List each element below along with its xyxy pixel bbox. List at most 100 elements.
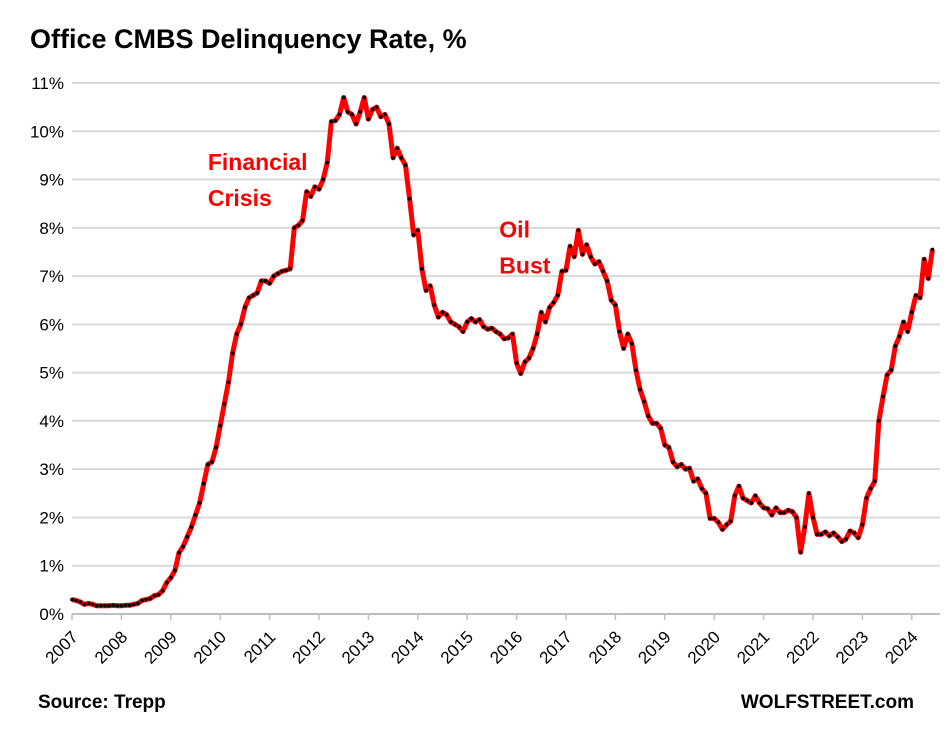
data-point	[74, 598, 79, 603]
data-point	[312, 184, 317, 189]
data-point	[391, 155, 395, 160]
data-point	[119, 603, 124, 608]
y-tick-label: 0%	[39, 605, 64, 624]
data-point	[440, 310, 445, 315]
data-point	[872, 479, 877, 484]
data-point	[662, 443, 667, 447]
data-point	[761, 505, 766, 510]
data-point	[189, 525, 194, 530]
data-point	[650, 421, 655, 426]
data-point	[819, 532, 824, 537]
x-tick-label: 2017	[536, 627, 576, 667]
data-point	[477, 317, 482, 322]
data-point	[576, 228, 581, 233]
data-point	[280, 269, 284, 274]
y-tick-label: 6%	[39, 315, 64, 334]
x-tick-label: 2010	[190, 627, 230, 667]
brand-label: WOLFSTREET.com	[740, 692, 914, 713]
data-point	[522, 360, 527, 364]
data-point	[806, 491, 811, 496]
data-point	[399, 155, 404, 160]
y-tick-label: 2%	[39, 508, 64, 527]
data-point	[345, 110, 350, 114]
data-point	[296, 223, 301, 228]
data-point	[382, 112, 387, 117]
data-point	[374, 105, 379, 110]
data-point	[679, 462, 684, 467]
data-point	[152, 593, 157, 598]
data-point	[395, 146, 400, 151]
data-point	[876, 419, 881, 423]
data-point	[749, 501, 754, 505]
data-point	[115, 603, 120, 608]
data-point	[621, 346, 626, 351]
data-point	[432, 303, 437, 307]
data-point	[325, 160, 330, 165]
data-point	[510, 332, 515, 336]
data-point	[378, 114, 383, 119]
data-point	[815, 532, 820, 537]
annotation-label: Bust	[499, 252, 550, 278]
data-point	[321, 177, 326, 182]
data-point	[160, 588, 165, 593]
data-point	[605, 279, 610, 283]
data-point	[292, 225, 297, 230]
data-point	[103, 603, 107, 608]
data-point	[98, 603, 103, 608]
data-point	[177, 550, 181, 555]
data-point	[354, 122, 358, 126]
x-tick-label: 2013	[338, 627, 378, 667]
y-tick-label: 7%	[39, 267, 64, 286]
data-point	[148, 596, 153, 601]
y-axis-tick-labels: 0% 1% 2% 3% 4% 5% 6% 7% 8% 9% 10% 11%	[30, 74, 64, 624]
data-point	[415, 228, 420, 233]
data-point	[226, 380, 231, 385]
data-point	[864, 496, 869, 501]
x-tick-label: 2023	[832, 627, 872, 667]
data-point	[465, 320, 470, 324]
data-point	[728, 519, 733, 524]
data-point	[584, 242, 589, 247]
data-point	[922, 257, 927, 262]
data-point	[646, 414, 651, 418]
data-point	[337, 112, 342, 117]
x-tick-label: 2014	[387, 627, 427, 667]
data-point	[140, 598, 144, 603]
data-point	[448, 320, 453, 324]
data-point	[901, 320, 906, 324]
data-point	[860, 522, 865, 527]
data-point	[111, 603, 116, 608]
data-point	[811, 515, 815, 520]
data-point	[765, 506, 770, 511]
y-tick-label: 1%	[39, 557, 64, 576]
data-point	[275, 271, 280, 276]
data-point	[823, 530, 828, 534]
data-point	[914, 293, 918, 298]
data-point	[506, 335, 511, 340]
data-point	[403, 163, 408, 167]
data-point	[123, 603, 128, 608]
x-tick-label: 2021	[733, 627, 773, 667]
annotation-label: Financial	[208, 149, 308, 175]
data-point	[436, 315, 441, 320]
data-point	[716, 520, 721, 525]
data-point	[490, 326, 494, 331]
data-point	[539, 310, 544, 315]
data-point	[930, 247, 935, 252]
data-point	[732, 493, 737, 498]
data-point	[654, 421, 659, 426]
source-note: Source: Trepp	[38, 692, 166, 713]
data-point	[559, 269, 564, 274]
data-point	[531, 346, 535, 351]
data-point	[564, 268, 568, 273]
x-tick-label: 2016	[486, 627, 526, 667]
data-point	[70, 597, 74, 602]
data-point	[181, 544, 186, 549]
data-point	[786, 508, 791, 513]
data-point	[156, 592, 161, 597]
data-point	[724, 522, 729, 527]
data-point	[304, 189, 309, 194]
data-point	[284, 268, 288, 273]
data-point	[201, 481, 206, 486]
data-point	[263, 279, 268, 283]
